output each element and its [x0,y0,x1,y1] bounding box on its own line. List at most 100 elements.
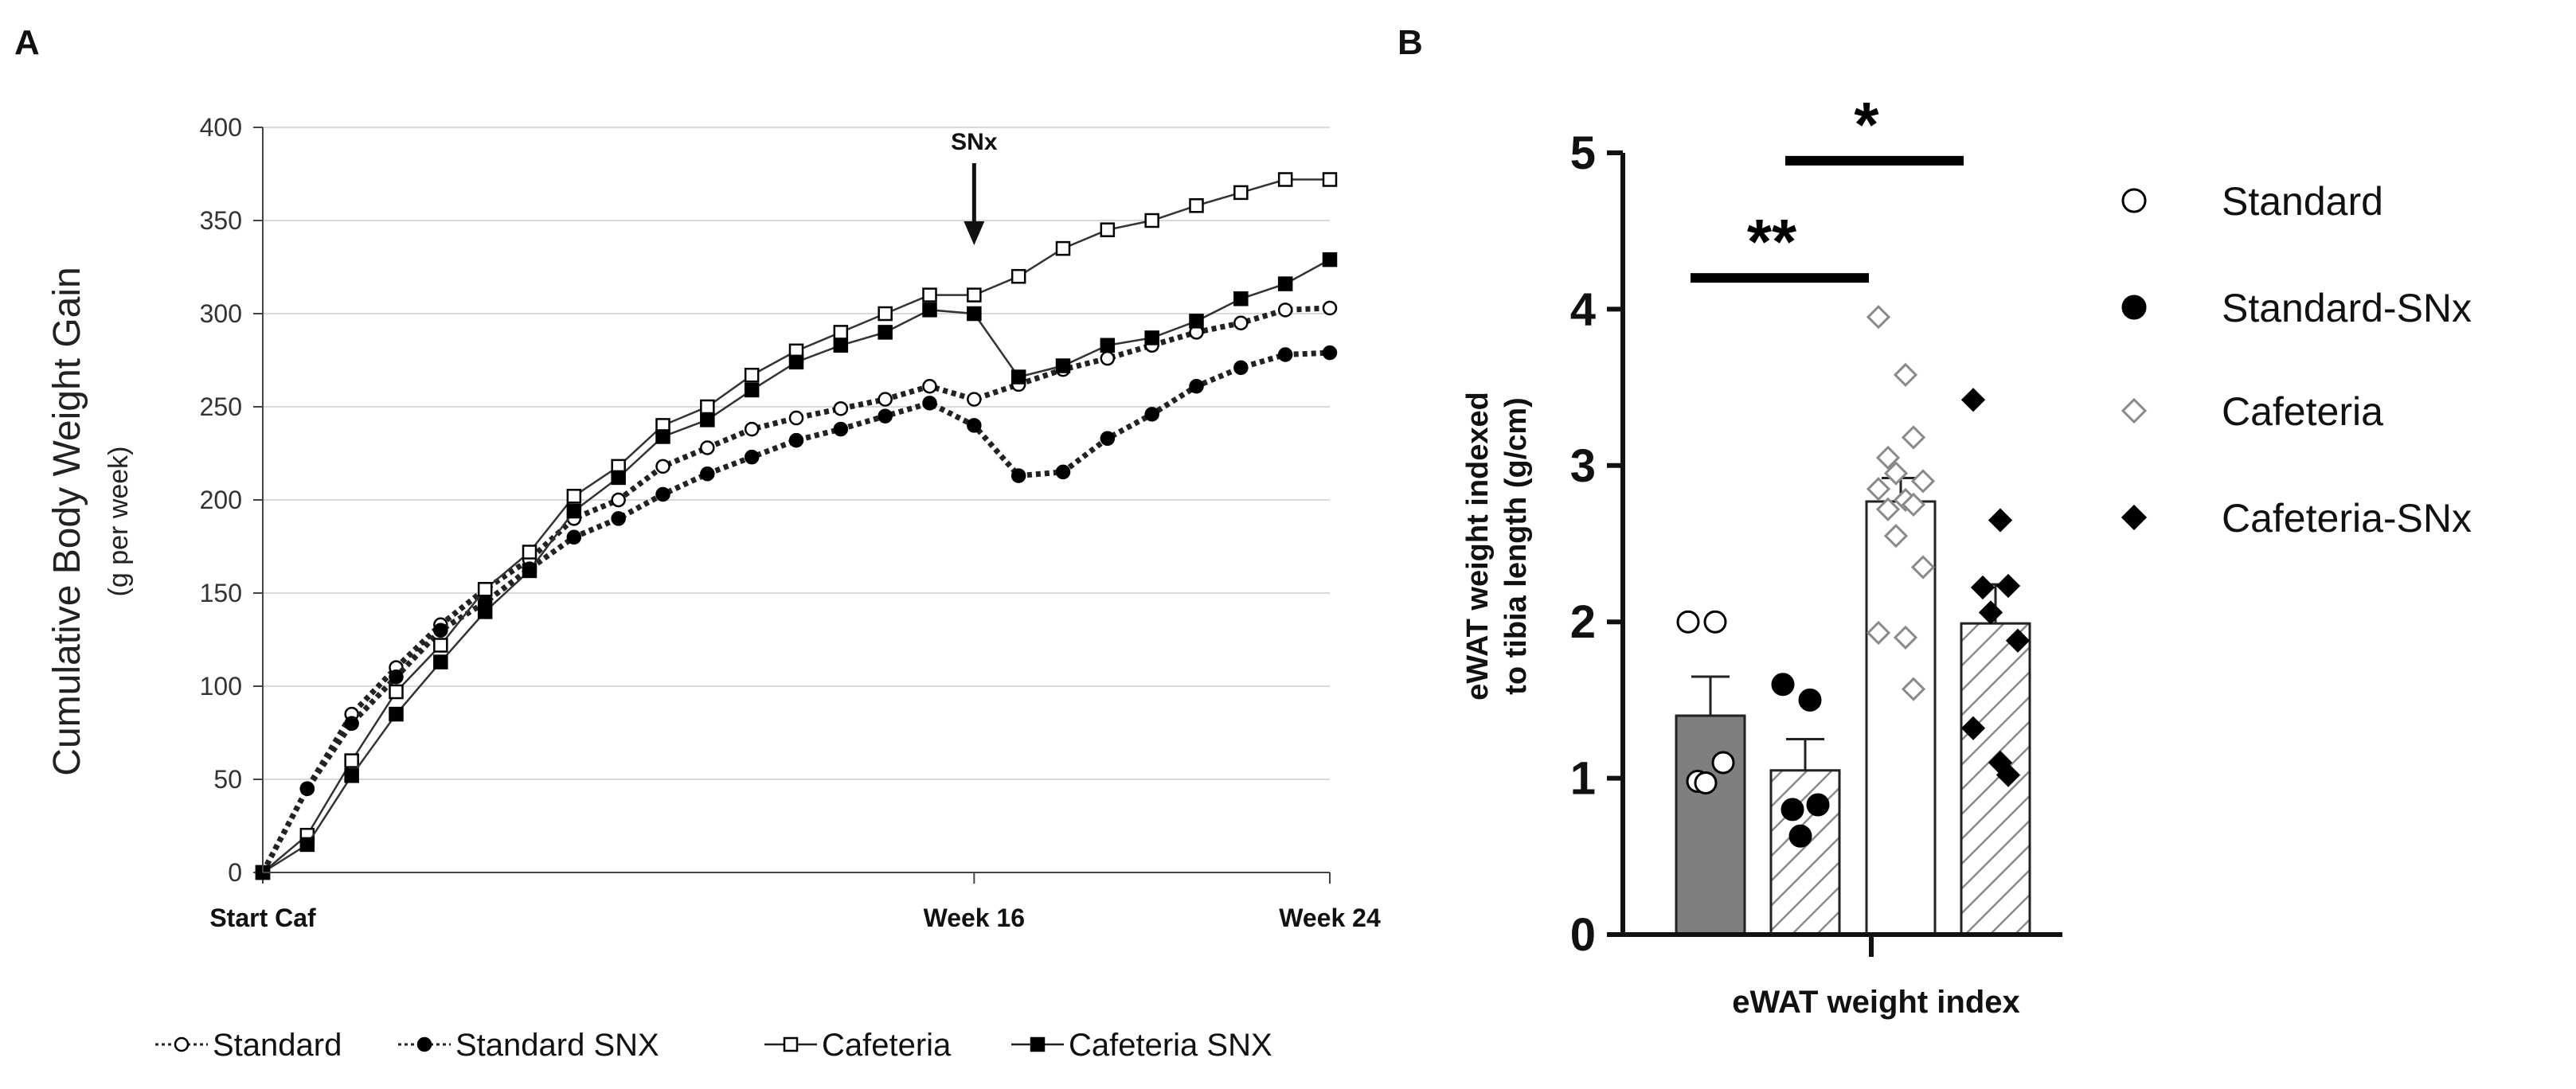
data-point [700,440,715,455]
data-point [1233,291,1249,306]
data-point [967,392,982,407]
series-line [262,178,1330,873]
data-point [1055,358,1071,373]
series-cafeteria [255,172,1338,880]
y-tick-label: 3 [1570,440,1596,492]
y-tick-label: 100 [200,672,242,701]
data-point [922,302,937,318]
bar [1675,714,1746,936]
data-point [1970,575,1996,600]
y-tick-label: 350 [200,206,242,235]
data-point [1901,677,1926,701]
data-point [788,432,804,448]
series-line [260,349,1331,874]
legend-label: Standard-SNx [2222,286,2472,330]
data-point [922,379,937,394]
data-point [1996,763,2021,787]
panel-label-a: A [14,23,40,62]
legend: Standard Standard SNX Cafeteria Cafeteria S… [155,1028,1272,1063]
legend-label: Cafeteria SNX [1069,1028,1272,1063]
data-point [878,408,893,424]
data-point [1694,771,1718,794]
data-point [700,466,715,482]
data-point [1866,620,1891,646]
data-point [1144,213,1159,228]
bar-group-standard [1675,610,1746,936]
data-point [1883,461,1909,486]
data-point [1277,347,1293,362]
bar-chart-panel-b: eWAT weight indexed to tibia length (g/c… [1461,89,2472,1020]
data-point [1144,330,1159,345]
significance-group: *** [1691,89,1964,283]
data-point [1901,492,1926,517]
bar [1960,622,2031,936]
data-point [1875,445,1901,470]
data-point [922,287,937,302]
y-tick-label: 0 [228,858,242,887]
data-point [1233,315,1249,330]
data-point [389,706,404,722]
data-point [1910,469,1936,494]
data-point [655,429,670,444]
data-point [1703,610,1727,634]
series-line [260,305,1331,874]
data-point [2005,628,2031,653]
y-tick-label: 2 [1570,596,1596,648]
data-point [1010,268,1026,284]
bar [1769,769,1841,936]
legend-label: Cafeteria [822,1028,952,1063]
legend-marker [783,1036,799,1052]
data-point [833,338,849,353]
data-point [433,638,448,653]
annotation-arrow-head [964,221,985,245]
data-point [1893,362,1918,388]
data-point [744,449,760,465]
data-point [389,684,404,700]
y-tick-label: 5 [1570,127,1596,179]
data-point [1806,793,1830,817]
legend-marker [416,1036,432,1052]
data-point [566,503,582,519]
data-point [878,325,893,340]
data-point [1277,302,1293,318]
legend-label: Standard [213,1028,342,1063]
data-point [299,781,315,796]
legend-marker [2121,188,2147,213]
y-axis-sublabel: (g per week) [104,447,134,597]
data-point [477,604,493,619]
data-point [389,669,404,685]
data-point [433,654,448,669]
y-tick-label: 150 [200,579,242,607]
data-point [1010,369,1026,384]
y-tick-label: 400 [200,113,242,142]
data-point [744,367,760,383]
data-point [1322,345,1338,361]
data-point [967,287,982,302]
data-point [655,459,670,474]
data-point [655,486,670,502]
data-point [833,421,849,437]
y-axis-label-line1: eWAT weight indexed [1461,392,1495,701]
legend-label: Standard [2222,179,2383,224]
data-point [1233,185,1249,201]
data-point [1100,431,1116,447]
data-point [1866,477,1891,502]
y-tick-label: 200 [200,486,242,514]
data-point [967,306,982,322]
y-tick-label: 4 [1570,283,1596,335]
data-point [744,421,760,437]
data-point [700,399,715,415]
legend-marker [2121,295,2147,320]
data-point [744,382,760,398]
data-point [1781,798,1804,822]
data-point [299,837,315,853]
data-point [1988,508,2013,533]
data-point [1996,573,2021,599]
legend-label: Cafeteria-SNx [2222,496,2472,541]
data-point [1978,600,2003,625]
data-point [1100,350,1116,366]
series-standard [255,300,1338,880]
data-point [344,753,359,768]
data-point [1798,688,1822,712]
